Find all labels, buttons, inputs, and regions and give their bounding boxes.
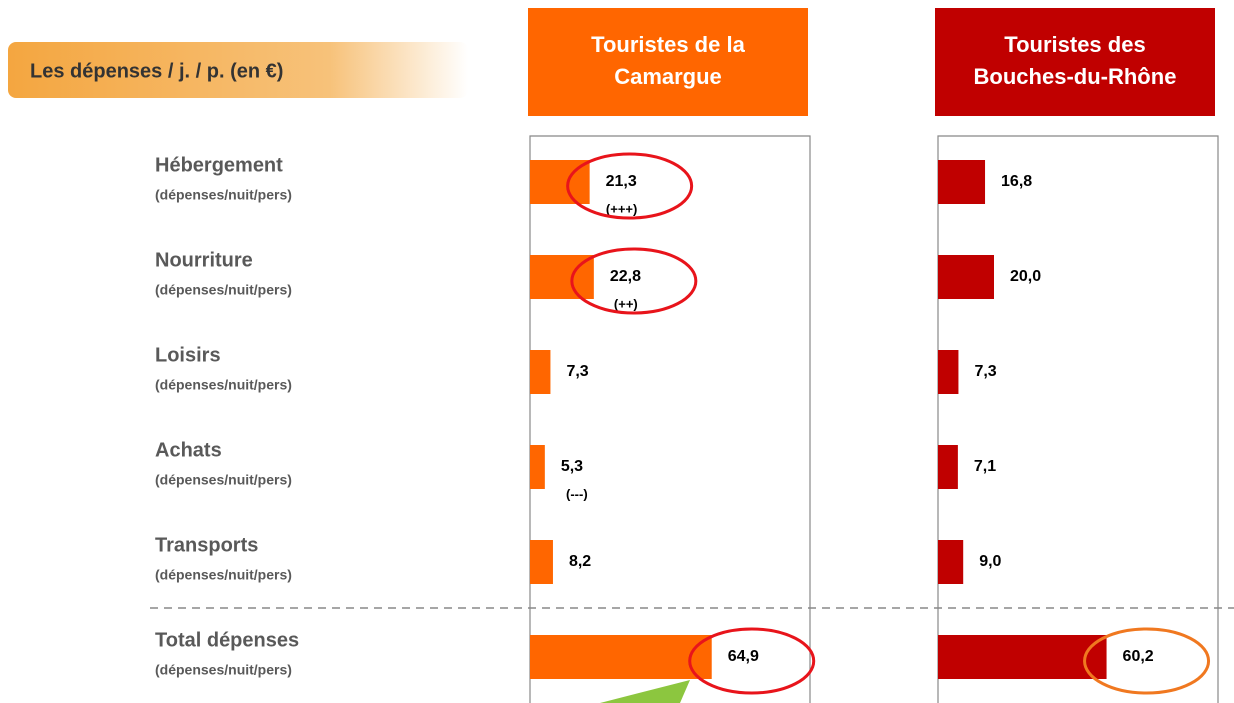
bar bbox=[938, 445, 958, 489]
row-note: (dépenses/nuit/pers) bbox=[155, 472, 292, 488]
title-pill bbox=[8, 42, 468, 98]
panel-header bbox=[935, 8, 1215, 116]
bar bbox=[530, 635, 712, 679]
value-label: 22,8 bbox=[610, 268, 641, 285]
value-label: 20,0 bbox=[1010, 268, 1041, 285]
bar bbox=[938, 350, 959, 394]
value-label: 7,3 bbox=[974, 363, 996, 380]
panel-frame bbox=[529, 135, 811, 703]
row-note: (dépenses/nuit/pers) bbox=[155, 377, 292, 393]
value-annotation: (+++) bbox=[606, 201, 637, 216]
value-annotation: (---) bbox=[566, 486, 588, 501]
highlight-ellipse bbox=[688, 627, 816, 695]
highlight-ellipse bbox=[566, 152, 694, 220]
value-label: 9,0 bbox=[979, 553, 1001, 570]
panel-frame bbox=[937, 135, 1219, 703]
row-note: (dépenses/nuit/pers) bbox=[155, 662, 292, 678]
value-label: 60,2 bbox=[1123, 648, 1154, 665]
bar bbox=[530, 540, 553, 584]
row-label: Hébergement bbox=[155, 154, 283, 176]
row-label: Transports bbox=[155, 534, 258, 556]
bar bbox=[530, 445, 545, 489]
value-label: 7,1 bbox=[974, 458, 996, 475]
highlight-ellipse bbox=[1083, 627, 1211, 695]
row-label: Achats bbox=[155, 439, 222, 461]
value-label: 8,2 bbox=[569, 553, 591, 570]
bar bbox=[938, 160, 986, 204]
value-annotation: (++) bbox=[614, 296, 638, 311]
green-pointer bbox=[600, 680, 690, 703]
row-label: Total dépenses bbox=[155, 629, 299, 651]
value-label: 64,9 bbox=[728, 648, 759, 665]
value-label: 16,8 bbox=[1001, 173, 1032, 190]
series-name: Touristes des Bouches-du-Rhône bbox=[974, 32, 1177, 89]
bar bbox=[938, 635, 1107, 679]
value-label: 21,3 bbox=[606, 173, 637, 190]
row-label: Loisirs bbox=[155, 344, 221, 366]
value-label: 7,3 bbox=[566, 363, 588, 380]
panel-header bbox=[528, 8, 808, 116]
row-note: (dépenses/nuit/pers) bbox=[155, 567, 292, 583]
bar bbox=[938, 255, 994, 299]
highlight-ellipse bbox=[570, 247, 698, 315]
row-note: (dépenses/nuit/pers) bbox=[155, 187, 292, 203]
value-label: 5,3 bbox=[561, 458, 583, 475]
series-name: Touristes de la Camargue bbox=[591, 32, 745, 89]
chart-title: Les dépenses / j. / p. (en €) bbox=[30, 60, 283, 82]
row-label: Nourriture bbox=[155, 249, 253, 271]
bar bbox=[530, 350, 551, 394]
row-note: (dépenses/nuit/pers) bbox=[155, 282, 292, 298]
bar bbox=[938, 540, 964, 584]
